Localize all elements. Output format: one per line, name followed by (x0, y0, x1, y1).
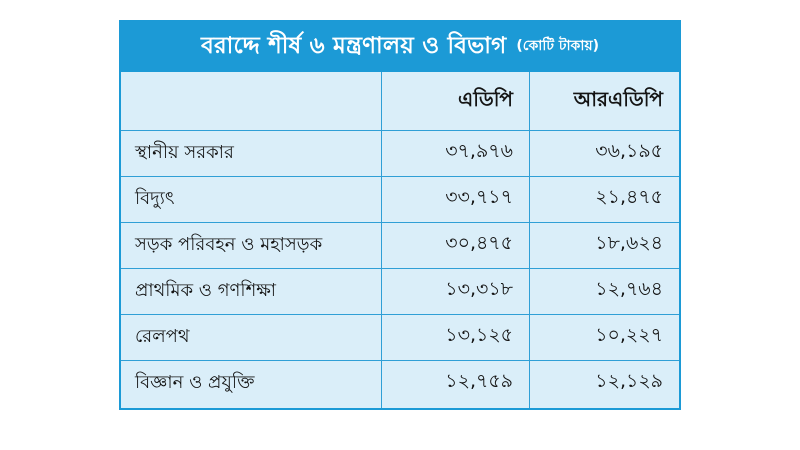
table-body: এডিপি আরএডিপি স্থানীয় সরকার ৩৭,৯৭৬ ৩৬,১… (119, 72, 681, 410)
adp-value: ১৩,৩১৮ (445, 278, 513, 300)
row-label: প্রাথমিক ও গণশিক্ষা (135, 279, 277, 301)
adp-value: ৩৭,৯৭৬ (445, 140, 513, 162)
radp-value: ৩৬,১৯৫ (595, 140, 663, 162)
row-divider (121, 222, 679, 223)
table-title: বরাদ্দে শীর্ষ ৬ মন্ত্রণালয় ও বিভাগ (200, 32, 507, 59)
adp-value: ৩৩,৭১৭ (445, 186, 513, 208)
column-header-radp: আরএডিপি (573, 86, 663, 111)
column-header-adp: এডিপি (458, 86, 513, 111)
allocation-table: বরাদ্দে শীর্ষ ৬ মন্ত্রণালয় ও বিভাগ (কোট… (119, 20, 681, 410)
radp-value: ১২,৭৬৪ (595, 278, 663, 300)
adp-value: ১৩,১২৫ (445, 324, 513, 346)
row-label: বিদ্যুৎ (135, 187, 175, 209)
column-divider (529, 72, 530, 408)
adp-value: ১২,৭৫৯ (445, 370, 513, 392)
row-divider (121, 176, 679, 177)
row-label: স্থানীয় সরকার (135, 141, 234, 163)
table-title-bar: বরাদ্দে শীর্ষ ৬ মন্ত্রণালয় ও বিভাগ (কোট… (119, 20, 681, 72)
table-unit: (কোটি টাকায়) (516, 38, 600, 54)
radp-value: ১২,১২৯ (595, 370, 663, 392)
row-divider (121, 314, 679, 315)
row-divider (121, 130, 679, 131)
radp-value: ২১,৪৭৫ (595, 186, 663, 208)
row-label: রেলপথ (135, 325, 190, 347)
adp-value: ৩০,৪৭৫ (445, 232, 513, 254)
column-divider (381, 72, 382, 408)
row-label: সড়ক পরিবহন ও মহাসড়ক (135, 233, 323, 255)
row-divider (121, 268, 679, 269)
radp-value: ১০,২২৭ (595, 324, 663, 346)
row-divider (121, 360, 679, 361)
row-label: বিজ্ঞান ও প্রযুক্তি (135, 371, 255, 393)
radp-value: ১৮,৬২৪ (595, 232, 663, 254)
